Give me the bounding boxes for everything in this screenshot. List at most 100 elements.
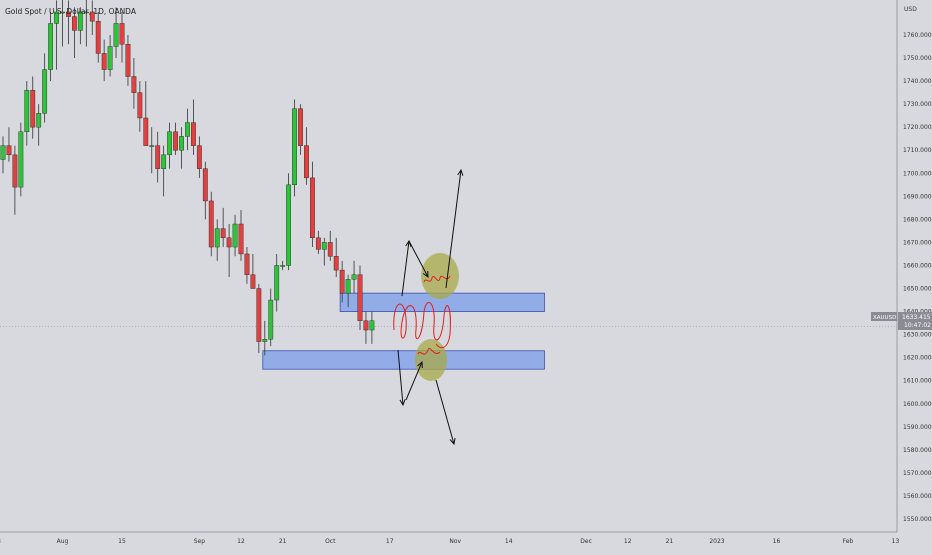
x-tick-label: Oct bbox=[325, 538, 336, 545]
candle[interactable] bbox=[321, 237, 327, 266]
candle[interactable] bbox=[357, 265, 363, 331]
x-tick-label: 12 bbox=[237, 538, 245, 545]
candle[interactable] bbox=[351, 260, 357, 294]
candle[interactable] bbox=[304, 127, 309, 185]
last-price: 1633.415 bbox=[902, 314, 931, 321]
candle[interactable] bbox=[315, 230, 321, 254]
candle[interactable] bbox=[274, 253, 280, 312]
candle[interactable] bbox=[256, 283, 262, 354]
candle[interactable] bbox=[185, 108, 190, 151]
y-tick-label: 1670.000 bbox=[903, 239, 932, 246]
y-tick-label: 1580.000 bbox=[903, 447, 932, 454]
candle[interactable] bbox=[339, 260, 345, 303]
candle[interactable] bbox=[54, 0, 59, 70]
candle[interactable] bbox=[280, 260, 286, 271]
candle[interactable] bbox=[66, 0, 71, 45]
candle[interactable] bbox=[179, 127, 184, 169]
candle[interactable] bbox=[214, 219, 220, 261]
x-tick-label: Nov bbox=[449, 538, 461, 545]
candle[interactable] bbox=[119, 11, 125, 63]
candle[interactable] bbox=[18, 122, 24, 197]
arrow-down-to-ellipse bbox=[408, 240, 429, 279]
highlight-ellipse-bottom bbox=[415, 339, 447, 381]
price-scribble bbox=[393, 302, 451, 349]
candle[interactable] bbox=[333, 237, 339, 277]
candle[interactable] bbox=[298, 104, 303, 155]
y-tick-label: 1600.000 bbox=[903, 401, 932, 408]
candle[interactable] bbox=[286, 173, 291, 271]
price-axis-bg bbox=[897, 0, 932, 550]
zone-2[interactable] bbox=[262, 350, 545, 370]
candle[interactable] bbox=[238, 210, 244, 261]
candle[interactable] bbox=[202, 161, 208, 220]
arrow-down-1 bbox=[397, 349, 406, 407]
candle[interactable] bbox=[345, 274, 351, 307]
candle[interactable] bbox=[167, 122, 172, 169]
candle[interactable] bbox=[48, 11, 54, 82]
candle[interactable] bbox=[310, 161, 315, 248]
candle[interactable] bbox=[89, 0, 95, 35]
candle[interactable] bbox=[268, 288, 274, 347]
x-tick-label: 21 bbox=[279, 538, 287, 545]
candle[interactable] bbox=[190, 99, 196, 155]
x-tick-label: 18 bbox=[0, 538, 1, 545]
candle[interactable] bbox=[196, 136, 202, 178]
candle[interactable] bbox=[149, 127, 155, 174]
candle[interactable] bbox=[232, 214, 238, 257]
y-tick-label: 1750.000 bbox=[903, 55, 932, 62]
candle[interactable] bbox=[77, 7, 83, 45]
y-tick-label: 1620.000 bbox=[903, 355, 932, 362]
candle[interactable] bbox=[250, 253, 256, 289]
candle[interactable] bbox=[101, 39, 107, 82]
x-tick-label: 2023 bbox=[709, 538, 724, 545]
y-tick-label: 1700.000 bbox=[903, 170, 932, 177]
candle[interactable] bbox=[83, 0, 89, 47]
time-axis[interactable]: 18 Aug 15 Sep 12 21 Oct 17 Nov 14 Dec 12 21 2023 16 Feb… bbox=[0, 538, 899, 545]
symbol-tag: XAUUSD bbox=[873, 315, 896, 321]
scribble-bottom bbox=[417, 348, 441, 355]
candle[interactable] bbox=[369, 311, 375, 344]
candle[interactable] bbox=[113, 7, 119, 59]
candle[interactable] bbox=[292, 99, 297, 197]
candle[interactable] bbox=[12, 145, 18, 215]
candle[interactable] bbox=[244, 247, 250, 284]
candle[interactable] bbox=[262, 320, 268, 356]
candle[interactable] bbox=[137, 81, 143, 132]
candle[interactable] bbox=[60, 0, 65, 47]
candle[interactable] bbox=[220, 207, 226, 248]
candle[interactable] bbox=[0, 136, 6, 174]
x-tick-label: 12 bbox=[624, 538, 632, 545]
y-tick-label: 1720.000 bbox=[903, 124, 932, 131]
y-tick-label: 1650.000 bbox=[903, 286, 932, 293]
candle[interactable] bbox=[71, 7, 77, 59]
last-price-tag: XAUUSD 1633.415 10:47:02 bbox=[871, 312, 932, 330]
candle[interactable] bbox=[107, 35, 113, 77]
y-tick-label: 1690.000 bbox=[903, 193, 932, 200]
y-tick-label: 1610.000 bbox=[903, 378, 932, 385]
candle[interactable] bbox=[131, 58, 137, 109]
x-tick-label: 17 bbox=[386, 538, 394, 545]
candle[interactable] bbox=[125, 35, 131, 86]
candle[interactable] bbox=[155, 131, 161, 183]
candle[interactable] bbox=[95, 11, 101, 63]
candle[interactable] bbox=[6, 127, 12, 162]
candle[interactable] bbox=[363, 311, 369, 344]
candle[interactable] bbox=[30, 76, 36, 139]
chart-title: Gold Spot / U.S. Dollar, 1D, OANDA bbox=[5, 7, 137, 16]
candle[interactable] bbox=[173, 122, 178, 155]
candle[interactable] bbox=[24, 81, 30, 146]
y-tick-label: 1660.000 bbox=[903, 262, 932, 269]
x-tick-label: Sep bbox=[194, 538, 206, 545]
candle[interactable] bbox=[208, 191, 214, 257]
x-tick-label: 21 bbox=[666, 538, 674, 545]
candle[interactable] bbox=[143, 81, 149, 146]
y-tick-label: 1760.000 bbox=[903, 32, 932, 39]
candle[interactable] bbox=[161, 145, 167, 197]
y-tick-label: 1630.000 bbox=[903, 332, 932, 339]
candle[interactable] bbox=[226, 223, 232, 277]
candle[interactable] bbox=[42, 53, 48, 123]
candle[interactable] bbox=[36, 104, 42, 146]
candle[interactable] bbox=[327, 230, 333, 261]
